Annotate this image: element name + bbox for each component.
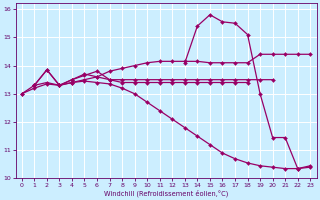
X-axis label: Windchill (Refroidissement éolien,°C): Windchill (Refroidissement éolien,°C) — [104, 189, 228, 197]
